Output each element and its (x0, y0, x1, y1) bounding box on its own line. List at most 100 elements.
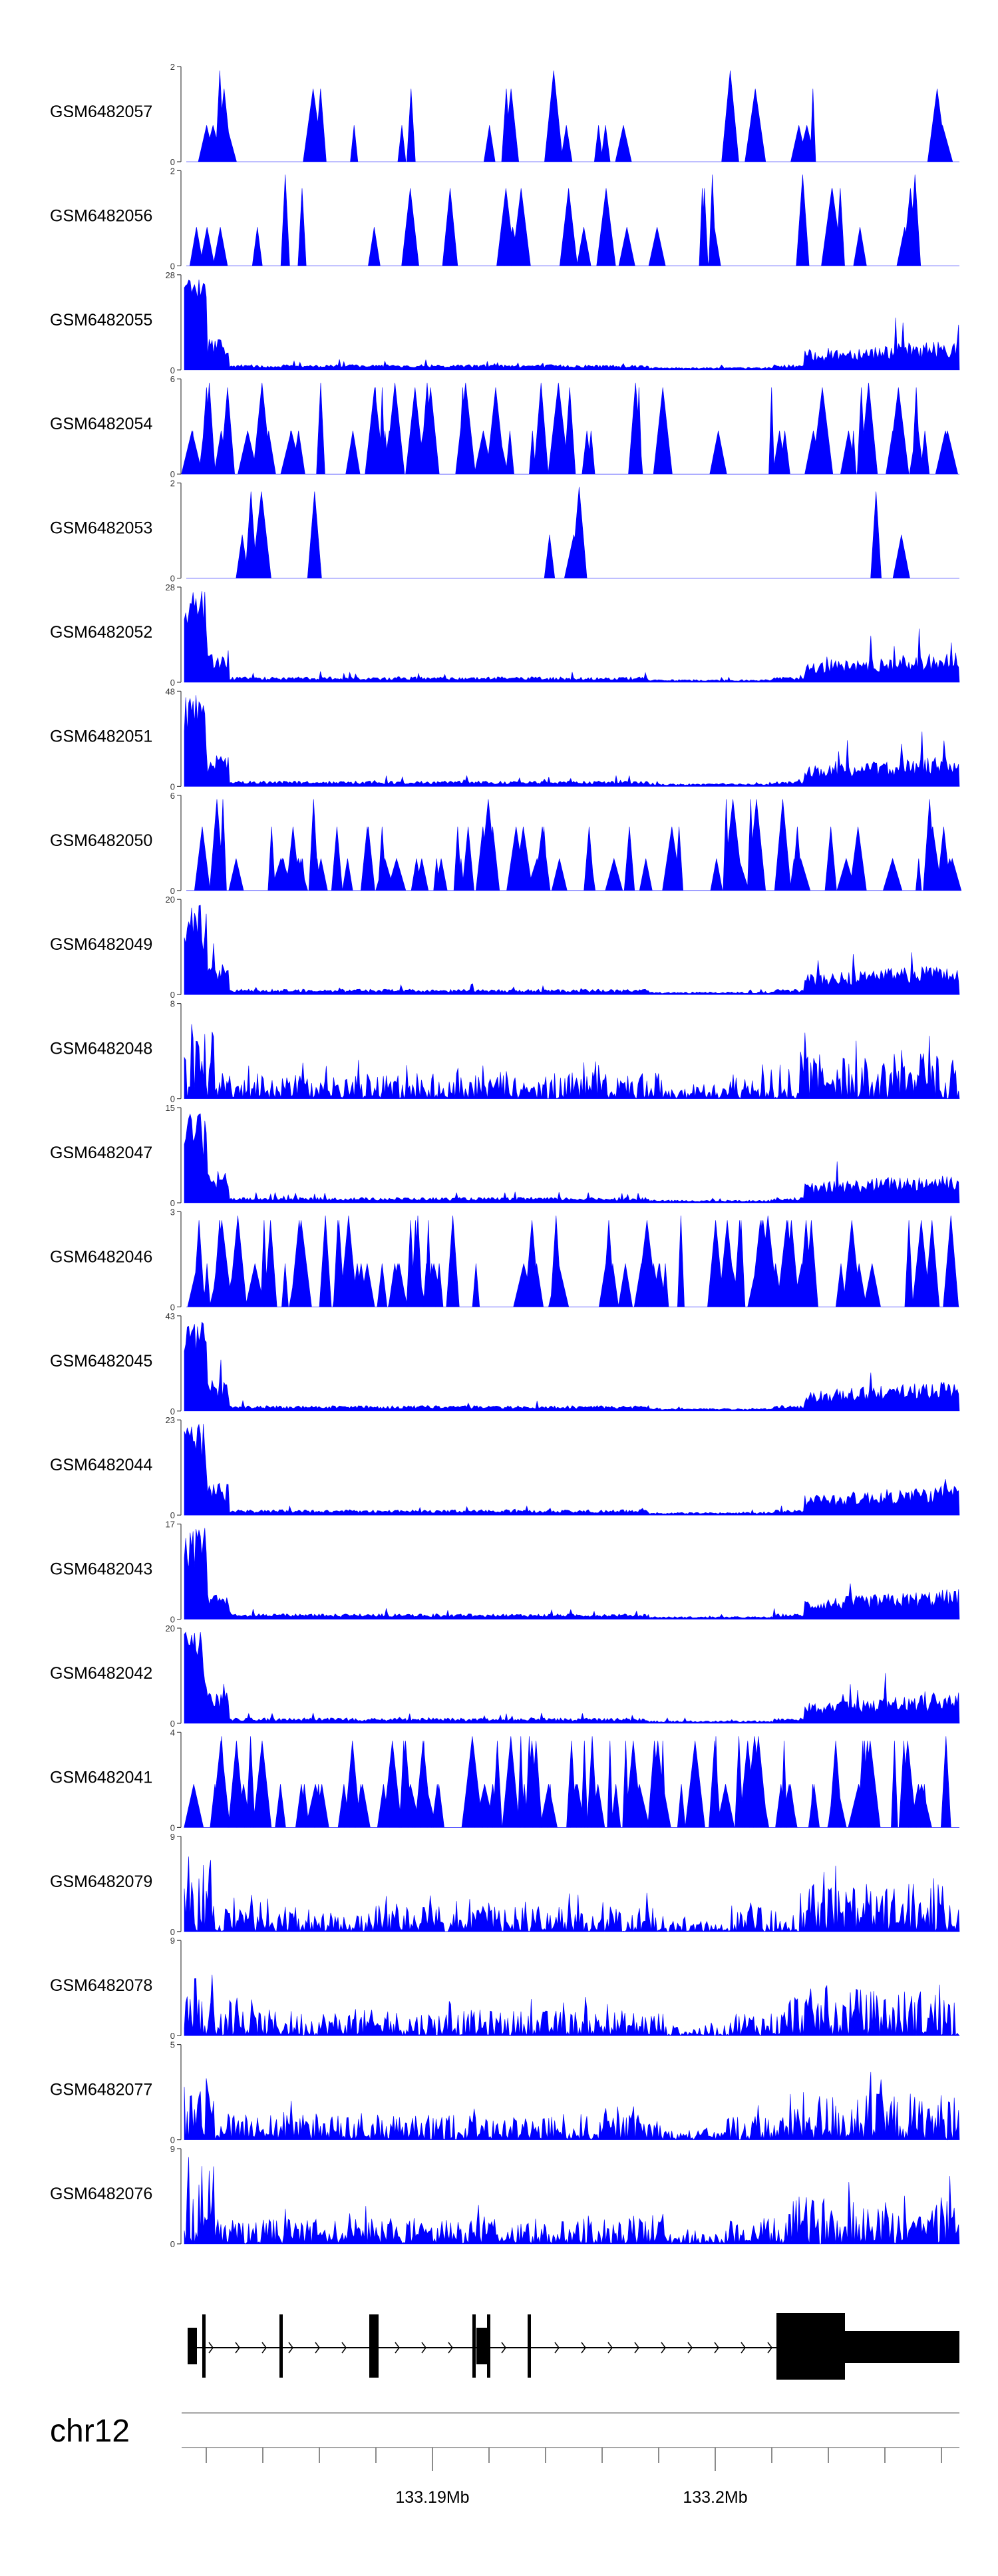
track-ymax-label: 48 (166, 686, 175, 696)
track-ymax-label: 3 (170, 1207, 175, 1217)
chromosome-label: chr12 (50, 2414, 130, 2449)
track-label: GSM6482045 (50, 1352, 152, 1371)
track-GSM6482045: GSM6482045 43 0 (50, 1311, 960, 1416)
strand-arrow (741, 2342, 746, 2354)
strand-arrow (714, 2342, 719, 2354)
coverage-area (184, 1528, 960, 1619)
track-ymin-label: 0 (170, 574, 175, 584)
coverage-area (184, 2071, 960, 2141)
track-ymax-label: 6 (170, 374, 175, 384)
gene-utr-large (776, 2313, 845, 2380)
track-ymax-label: 20 (166, 1623, 175, 1633)
strand-arrow (687, 2342, 693, 2354)
track-ymax-label: 43 (166, 1311, 175, 1321)
track-ymax-label: 9 (170, 1832, 175, 1842)
coverage-area (184, 1631, 960, 1724)
track-GSM6482047: GSM6482047 15 0 (50, 1103, 960, 1208)
track-label: GSM6482054 (50, 415, 152, 433)
gene-exon (476, 2328, 487, 2364)
genome-axis: chr12 133.19Mb 133.2Mb (50, 2412, 959, 2507)
track-ymin-label: 0 (170, 1510, 175, 1520)
track-label: GSM6482049 (50, 935, 152, 954)
coverage-area (184, 1423, 960, 1516)
strand-arrow (315, 2342, 320, 2354)
coverage-area (184, 1113, 960, 1203)
track-ymax-label: 20 (166, 895, 175, 905)
track-ymin-label: 0 (170, 1927, 175, 1937)
track-label: GSM6482050 (50, 831, 152, 850)
coverage-area (184, 905, 960, 995)
coverage-area (184, 1024, 960, 1100)
track-label: GSM6482053 (50, 519, 152, 538)
strand-arrow (421, 2342, 426, 2354)
strand-arrow (554, 2342, 560, 2354)
track-GSM6482053: GSM6482053 2 0 (50, 479, 959, 584)
track-ymin-label: 0 (170, 2239, 175, 2249)
track-GSM6482052: GSM6482052 28 0 (50, 582, 960, 688)
track-ymin-label: 0 (170, 1719, 175, 1729)
track-ymax-label: 2 (170, 479, 175, 489)
track-GSM6482051: GSM6482051 48 0 (50, 686, 960, 791)
track-GSM6482056: GSM6482056 2 0 (50, 166, 959, 271)
strand-arrow (607, 2342, 613, 2354)
track-GSM6482050: GSM6482050 6 0 (50, 791, 962, 896)
track-label: GSM6482043 (50, 1560, 152, 1579)
track-ymax-label: 5 (170, 2040, 175, 2050)
track-ymin-label: 0 (170, 157, 175, 167)
strand-arrow (288, 2342, 293, 2354)
track-label: GSM6482055 (50, 311, 152, 329)
gene-exon (487, 2314, 490, 2378)
gene-model (188, 2313, 959, 2380)
strand-arrow (395, 2342, 400, 2354)
gene-exon (528, 2314, 531, 2378)
axis-tick-label-133-2: 133.2Mb (683, 2488, 747, 2507)
track-ymin-label: 0 (170, 2031, 175, 2041)
track-ymin-label: 0 (170, 781, 175, 791)
strand-arrow (341, 2342, 347, 2354)
coverage-area (186, 487, 959, 578)
gene-utr-tail (845, 2331, 959, 2363)
track-ymin-label: 0 (170, 886, 175, 896)
strand-arrow (261, 2342, 267, 2354)
track-label: GSM6482047 (50, 1144, 152, 1162)
track-label: GSM6482079 (50, 1872, 152, 1891)
track-label: GSM6482076 (50, 2185, 152, 2203)
coverage-area (184, 1321, 960, 1412)
track-GSM6482078: GSM6482078 9 0 (50, 1936, 960, 2041)
track-ymin-label: 0 (170, 1406, 175, 1416)
track-GSM6482046: GSM6482046 3 0 (50, 1207, 959, 1312)
tracks-layer: GSM648205720GSM648205620GSM6482055280GSM… (50, 62, 962, 2249)
coverage-area (184, 2157, 960, 2245)
track-ymin-label: 0 (170, 1198, 175, 1208)
coverage-area (186, 174, 959, 266)
strand-arrow (661, 2342, 666, 2354)
track-ymin-label: 0 (170, 1302, 175, 1312)
track-GSM6482048: GSM6482048 8 0 (50, 999, 960, 1104)
coverage-area (184, 280, 960, 371)
strand-arrow (767, 2342, 772, 2354)
track-GSM6482079: GSM6482079 9 0 (50, 1832, 960, 1937)
coverage-area (184, 1856, 960, 1932)
track-ymax-label: 8 (170, 999, 175, 1009)
track-ymin-label: 0 (170, 990, 175, 1000)
track-GSM6482076: GSM6482076 9 0 (50, 2144, 960, 2249)
gene-strand-arrows (208, 2342, 772, 2354)
strand-arrow (208, 2342, 214, 2354)
track-ymin-label: 0 (170, 1094, 175, 1104)
strand-arrow (235, 2342, 240, 2354)
track-ymin-label: 0 (170, 365, 175, 375)
coverage-area (181, 383, 959, 475)
track-label: GSM6482041 (50, 1768, 152, 1787)
track-ymin-label: 0 (170, 2135, 175, 2145)
coverage-area (184, 695, 960, 787)
track-GSM6482077: GSM6482077 5 0 (50, 2040, 960, 2145)
track-label: GSM6482044 (50, 1456, 152, 1474)
track-ymax-label: 28 (166, 270, 175, 280)
track-ymax-label: 17 (166, 1520, 175, 1530)
gene-exon (472, 2314, 476, 2378)
gene-exon (279, 2314, 283, 2378)
track-GSM6482049: GSM6482049 20 0 (50, 895, 960, 1000)
coverage-area (184, 1736, 959, 1828)
track-label: GSM6482051 (50, 727, 152, 746)
track-ymax-label: 2 (170, 62, 175, 72)
